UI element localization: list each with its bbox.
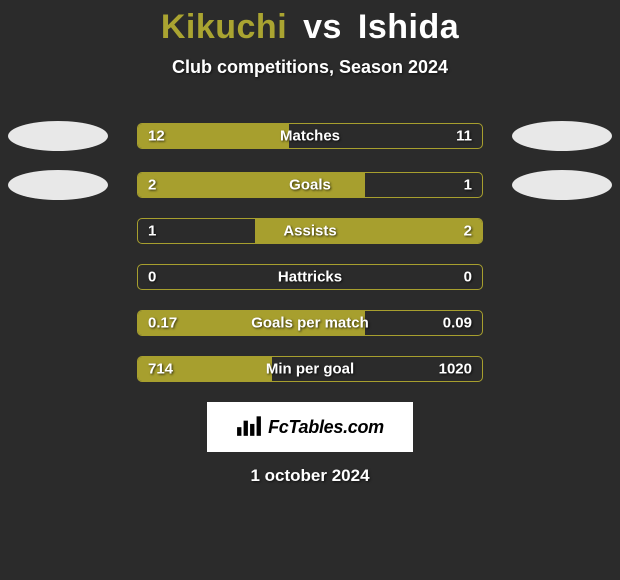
bar-chart-icon [236, 414, 262, 441]
stat-value-left: 714 [148, 361, 173, 378]
stats-list: 12 Matches 11 2 Goals 1 1 Assists [0, 108, 620, 392]
stat-value-right: 1020 [439, 361, 472, 378]
stat-value-right: 2 [464, 223, 472, 240]
team-badge-right [512, 121, 612, 151]
team-badge-left [8, 170, 108, 200]
date-text: 1 october 2024 [0, 466, 620, 486]
player2-name: Ishida [358, 8, 459, 46]
stat-label: Assists [283, 223, 336, 240]
stat-value-right: 1 [464, 177, 472, 194]
stat-value-left: 2 [148, 177, 156, 194]
subtitle: Club competitions, Season 2024 [0, 57, 620, 78]
stat-label: Matches [280, 128, 340, 145]
stat-value-left: 1 [148, 223, 156, 240]
stat-row: 0.17 Goals per match 0.09 [0, 300, 620, 346]
page-title: Kikuchi vs Ishida [0, 8, 620, 47]
stat-row: 2 Goals 1 [0, 162, 620, 208]
team-badge-left [8, 121, 108, 151]
stat-label: Hattricks [278, 269, 342, 286]
stat-bar-goals: 2 Goals 1 [137, 172, 483, 198]
brand-badge: FcTables.com [207, 402, 413, 452]
stat-row: 0 Hattricks 0 [0, 254, 620, 300]
stat-label: Goals per match [251, 315, 369, 332]
stat-row: 714 Min per goal 1020 [0, 346, 620, 392]
stat-bar-matches: 12 Matches 11 [137, 123, 483, 149]
comparison-card: Kikuchi vs Ishida Club competitions, Sea… [0, 0, 620, 486]
stat-value-left: 0.17 [148, 315, 177, 332]
stat-bar-min-per-goal: 714 Min per goal 1020 [137, 356, 483, 382]
player1-name: Kikuchi [161, 8, 287, 46]
stat-bar-assists: 1 Assists 2 [137, 218, 483, 244]
stat-row: 12 Matches 11 [0, 110, 620, 162]
stat-bar-goals-per-match: 0.17 Goals per match 0.09 [137, 310, 483, 336]
team-badge-right [512, 170, 612, 200]
stat-value-right: 0.09 [443, 315, 472, 332]
stat-label: Goals [289, 177, 331, 194]
stat-bar-hattricks: 0 Hattricks 0 [137, 264, 483, 290]
stat-value-right: 11 [456, 128, 472, 145]
stat-value-left: 0 [148, 269, 156, 286]
stat-row: 1 Assists 2 [0, 208, 620, 254]
stat-value-right: 0 [464, 269, 472, 286]
stat-value-left: 12 [148, 128, 165, 145]
stat-label: Min per goal [266, 361, 354, 378]
title-vs: vs [303, 8, 342, 46]
brand-text: FcTables.com [268, 417, 384, 438]
